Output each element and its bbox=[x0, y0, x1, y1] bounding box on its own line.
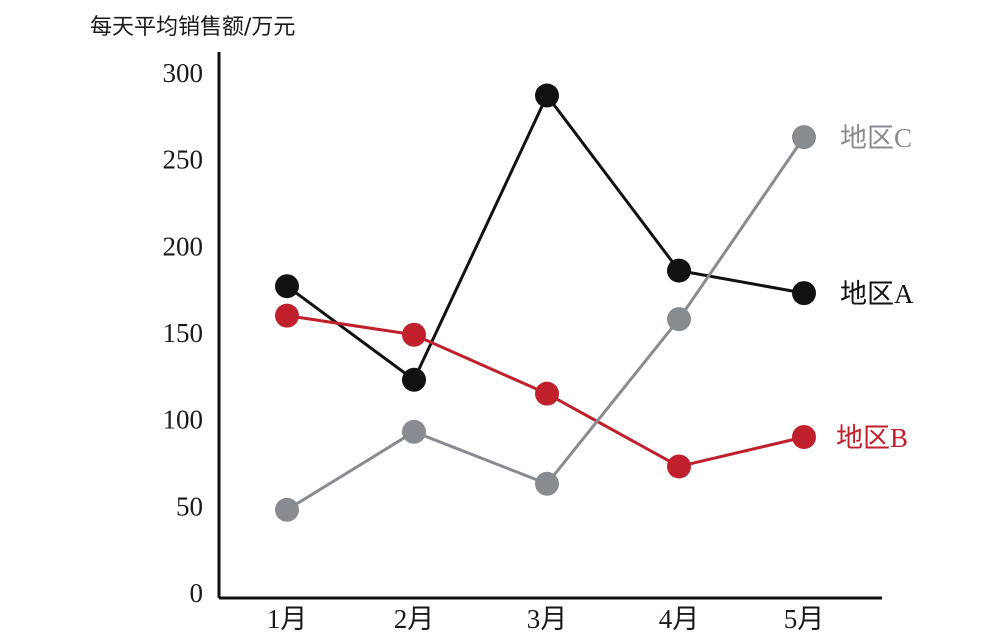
data-point bbox=[275, 274, 299, 299]
x-tick-label: 5月 bbox=[784, 604, 825, 634]
y-tick-label: 100 bbox=[163, 405, 204, 435]
data-point bbox=[275, 497, 299, 522]
x-tick-label: 1月 bbox=[267, 604, 308, 634]
data-point bbox=[402, 419, 426, 444]
series-3: 地区C bbox=[275, 123, 912, 522]
y-tick-label: 50 bbox=[176, 491, 203, 521]
data-point bbox=[402, 367, 426, 392]
data-point bbox=[667, 454, 691, 479]
y-tick-labels: 0 50 100 150 200 250 300 bbox=[163, 58, 204, 608]
series-1: 地区A bbox=[275, 83, 914, 392]
data-point bbox=[667, 307, 691, 332]
y-axis-label: 每天平均销售额/万元 bbox=[90, 15, 295, 40]
series-label: 地区C bbox=[840, 123, 912, 153]
data-point bbox=[275, 303, 299, 328]
y-tick-label: 250 bbox=[163, 145, 204, 175]
series-2: 地区B bbox=[275, 303, 908, 479]
data-point bbox=[792, 125, 816, 150]
data-point bbox=[402, 322, 426, 347]
data-point bbox=[792, 281, 816, 306]
data-point bbox=[667, 258, 691, 283]
x-tick-label: 2月 bbox=[394, 604, 435, 634]
y-tick-label: 150 bbox=[163, 318, 204, 348]
y-tick-label: 300 bbox=[163, 58, 204, 88]
y-tick-label: 0 bbox=[190, 578, 204, 608]
series-line bbox=[286, 94, 805, 382]
data-point bbox=[535, 83, 559, 108]
y-tick-label: 200 bbox=[163, 231, 204, 261]
series-layer: 地区A 地区B 地区C bbox=[275, 83, 914, 522]
series-label: 地区A bbox=[840, 279, 914, 309]
data-point bbox=[535, 381, 559, 406]
x-tick-labels: 1月 2月 3月 4月 5月 bbox=[267, 604, 825, 634]
x-tick-label: 4月 bbox=[659, 604, 700, 634]
series-label: 地区B bbox=[836, 423, 908, 453]
data-point bbox=[535, 471, 559, 496]
data-point bbox=[792, 425, 816, 449]
x-tick-label: 3月 bbox=[527, 604, 568, 634]
